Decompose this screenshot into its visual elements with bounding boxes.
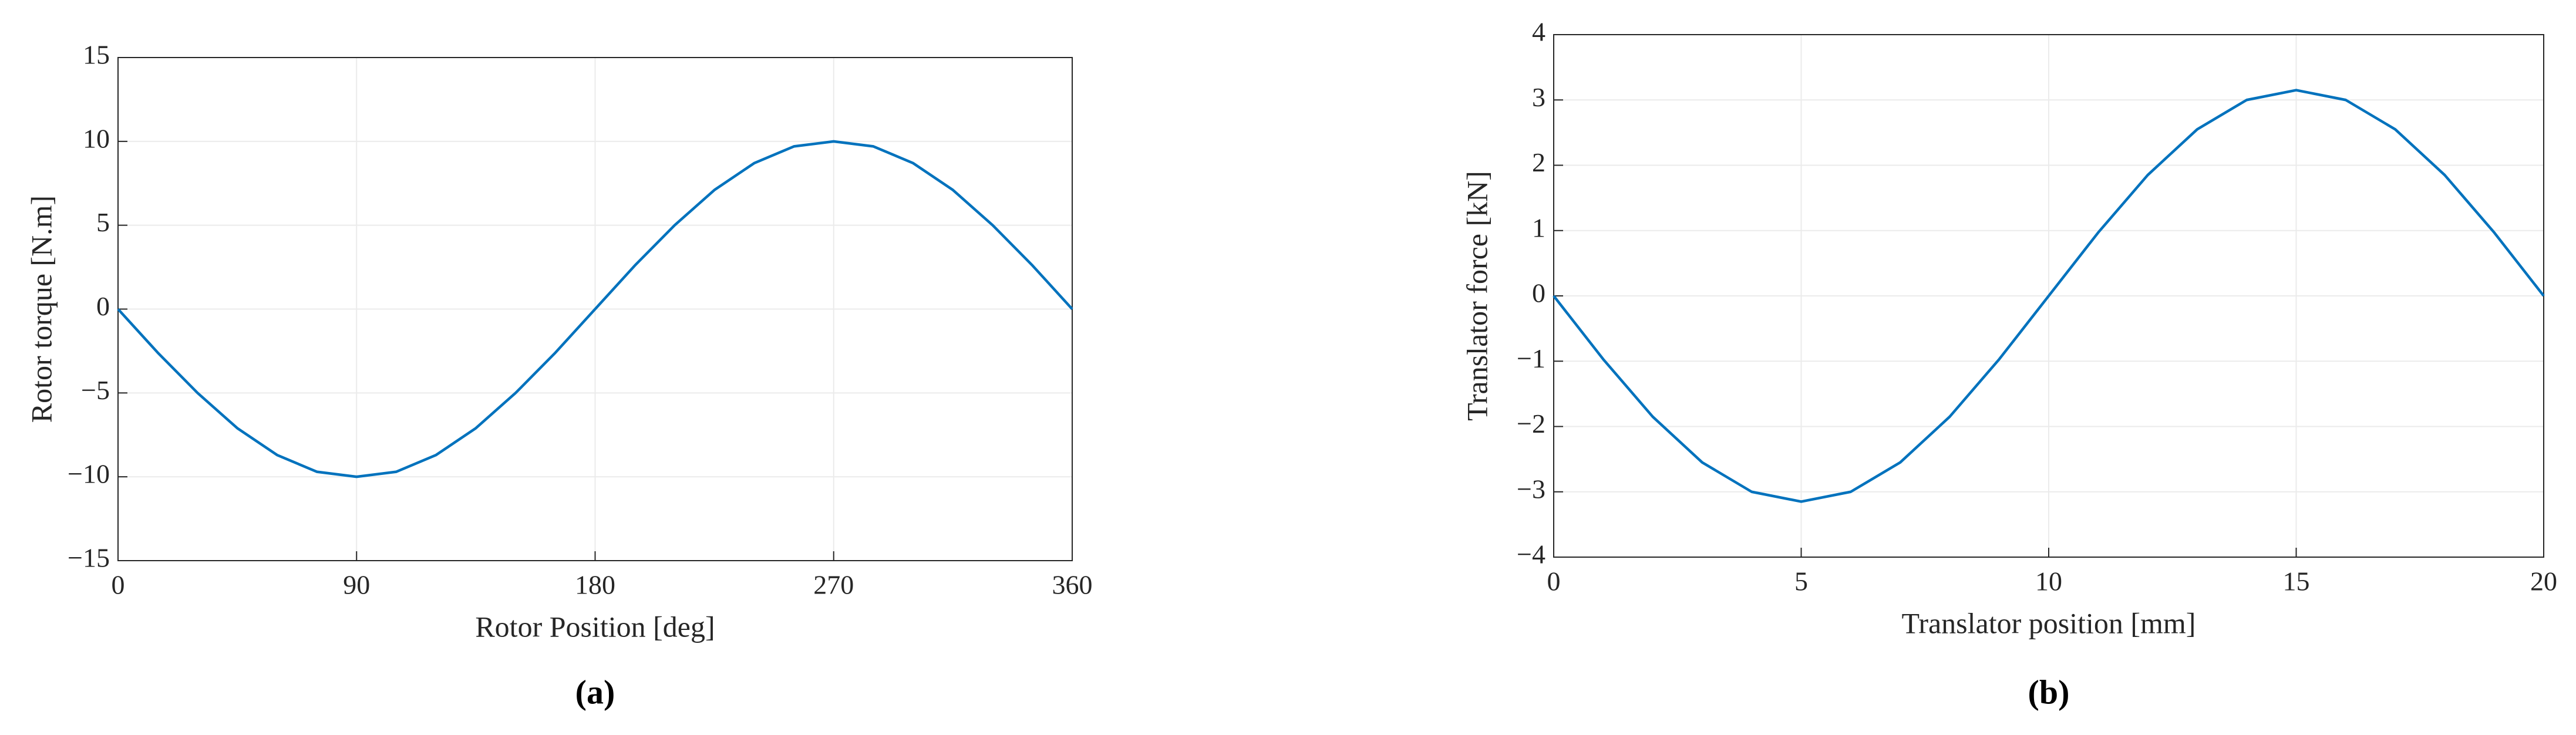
y-tick-label: 1	[1532, 213, 1545, 242]
x-tick-label: 0	[112, 570, 125, 600]
x-tick-label: 180	[575, 570, 615, 600]
y-tick-label: 0	[96, 291, 110, 321]
y-tick-label: −4	[1517, 540, 1545, 569]
y-tick-label: 10	[83, 123, 110, 153]
y-tick-label: 5	[96, 207, 110, 237]
panel-label: (b)	[2028, 673, 2070, 711]
x-tick-label: 5	[1794, 567, 1808, 596]
y-tick-label: 15	[83, 40, 110, 70]
data-line	[117, 140, 1073, 478]
y-tick-label: 2	[1532, 147, 1545, 177]
y-tick-label: 0	[1532, 278, 1545, 308]
x-tick-label: 360	[1052, 570, 1093, 600]
x-tick-label: 10	[2035, 567, 2062, 596]
y-tick-label: −3	[1517, 474, 1545, 504]
y-axis-label: Rotor torque [N.m]	[25, 195, 58, 423]
y-tick-label: −15	[68, 543, 110, 573]
y-tick-label: 4	[1532, 17, 1545, 47]
y-tick-label: −1	[1517, 343, 1545, 373]
data-line	[1553, 89, 2545, 503]
y-tick-label: −10	[68, 459, 110, 489]
panel-label: (a)	[575, 673, 615, 711]
x-axis-label: Translator position [mm]	[1902, 606, 2196, 639]
x-tick-label: 270	[813, 570, 854, 600]
x-tick-label: 0	[1547, 567, 1561, 596]
x-axis-label: Rotor Position [deg]	[475, 610, 715, 643]
x-tick-label: 15	[2283, 567, 2310, 596]
y-tick-label: 3	[1532, 82, 1545, 112]
x-tick-label: 90	[343, 570, 370, 600]
y-axis-label: Translator force [kN]	[1460, 171, 1493, 421]
y-tick-label: −5	[81, 375, 110, 405]
y-tick-label: −2	[1517, 409, 1545, 439]
x-tick-label: 20	[2530, 567, 2557, 596]
